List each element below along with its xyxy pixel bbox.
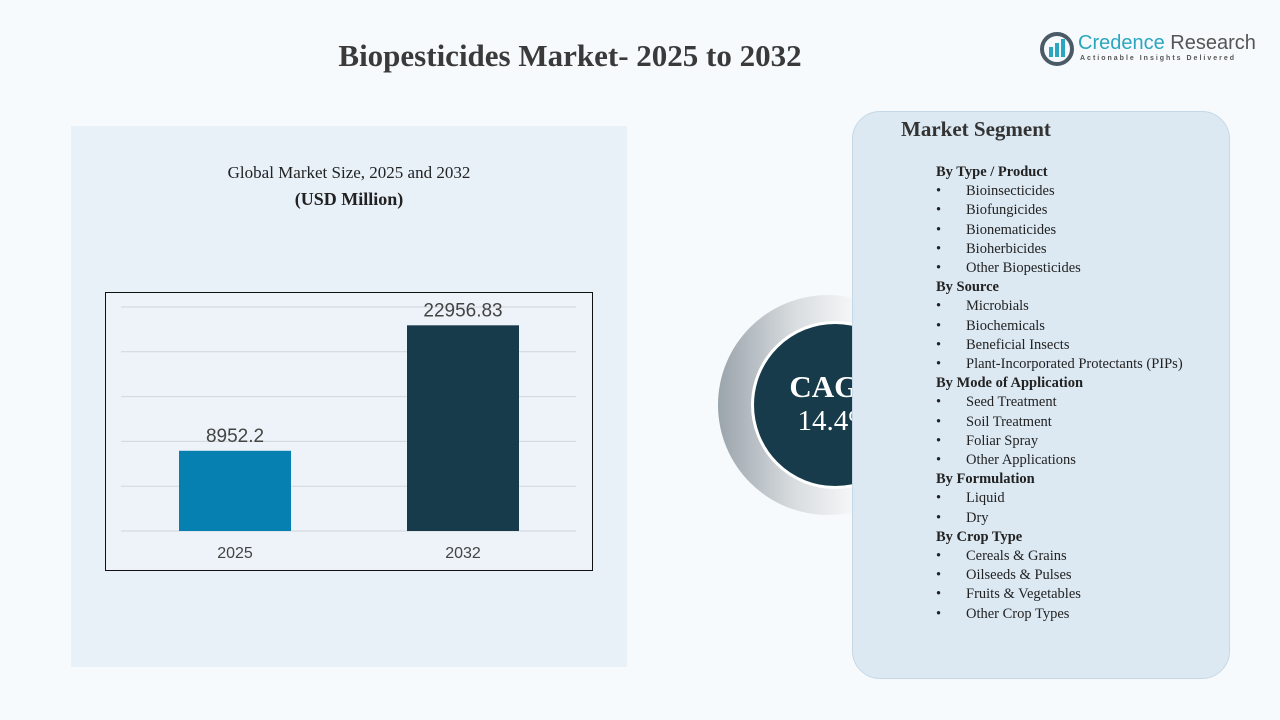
segment-item: Dry bbox=[936, 509, 1183, 528]
segment-item: Other Biopesticides bbox=[936, 259, 1183, 278]
segment-item: Foliar Spray bbox=[936, 432, 1183, 451]
segment-heading: By Source bbox=[936, 279, 999, 296]
segment-item: Bioinsecticides bbox=[936, 182, 1183, 201]
segment-item: Beneficial Insects bbox=[936, 336, 1183, 355]
segment-list: By Type / Product BioinsecticidesBiofungi… bbox=[936, 163, 1183, 624]
chart-unit: (USD Million) bbox=[294, 189, 404, 209]
bar-2025 bbox=[179, 450, 291, 531]
logo-icon bbox=[1040, 32, 1074, 66]
bar-chart: 8952.2 2025 22956.83 2032 bbox=[105, 292, 593, 571]
logo-name-part2: Research bbox=[1164, 32, 1256, 54]
logo-tagline: Actionable Insights Delivered bbox=[1080, 55, 1237, 62]
segment-item: Biochemicals bbox=[936, 317, 1183, 336]
segment-item: Other Crop Types bbox=[936, 605, 1183, 624]
chart-subtitle: Global Market Size, 2025 and 2032 bbox=[227, 163, 471, 182]
bar-2032 bbox=[407, 325, 519, 531]
segment-heading: By Crop Type bbox=[936, 528, 1023, 545]
bar-chart-svg: 8952.2 2025 22956.83 2032 bbox=[121, 300, 576, 562]
data-label: 22956.83 bbox=[423, 300, 502, 321]
segment-item: Soil Treatment bbox=[936, 413, 1183, 432]
segment-item: Plant-Incorporated Protectants (PIPs) bbox=[936, 355, 1183, 374]
segment-heading: By Type / Product bbox=[936, 164, 1048, 180]
x-tick-label: 2025 bbox=[217, 545, 253, 562]
segment-item: Bionematicides bbox=[936, 221, 1183, 240]
logo-name: Credence Research bbox=[1078, 32, 1256, 55]
segment-item: Bioherbicides bbox=[936, 240, 1183, 259]
segment-heading: By Formulation bbox=[936, 471, 1035, 488]
segment-item: Seed Treatment bbox=[936, 393, 1183, 412]
segment-item: Liquid bbox=[936, 489, 1183, 508]
market-segment-title: Market Segment bbox=[901, 117, 1051, 141]
logo: Credence Research Actionable Insights De… bbox=[1040, 30, 1260, 70]
segment-item: Biofungicides bbox=[936, 201, 1183, 220]
market-segment-panel: Market Segment By Type / Product Bioinsec… bbox=[852, 111, 1230, 679]
segment-heading: By Mode of Application bbox=[936, 375, 1084, 392]
segment-item: Microbials bbox=[936, 297, 1183, 316]
data-label: 8952.2 bbox=[206, 426, 264, 447]
segment-item: Other Applications bbox=[936, 451, 1183, 470]
page-title: Biopesticides Market- 2025 to 2032 bbox=[338, 38, 802, 73]
segment-item: Oilseeds & Pulses bbox=[936, 566, 1183, 585]
segment-item: Cereals & Grains bbox=[936, 547, 1183, 566]
segment-item: Fruits & Vegetables bbox=[936, 585, 1183, 604]
x-tick-label: 2032 bbox=[445, 545, 481, 562]
logo-name-part1: Credence bbox=[1078, 32, 1165, 54]
